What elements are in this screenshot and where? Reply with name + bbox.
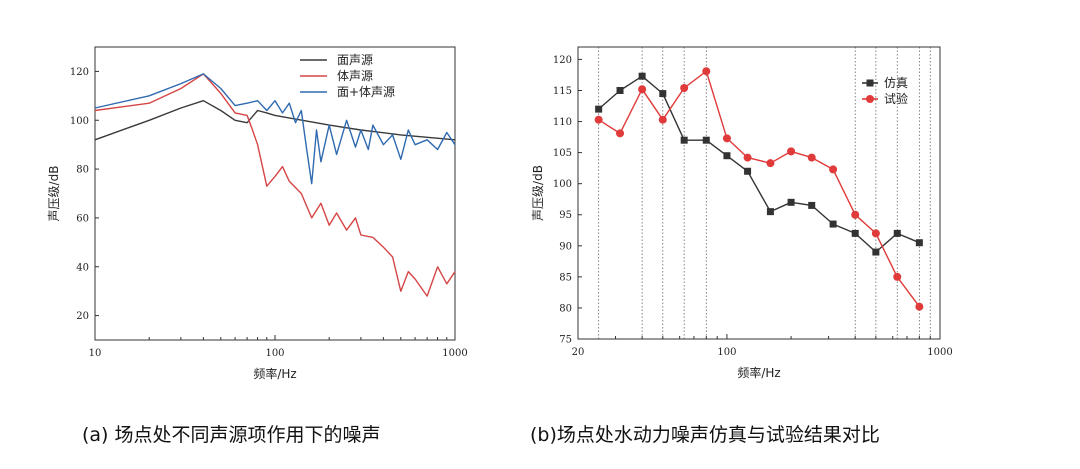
plot-frame bbox=[94, 46, 456, 341]
x-axis-label: 频率/Hz bbox=[253, 366, 296, 381]
data-point-circle bbox=[787, 147, 796, 156]
y-tick-label-6: 105 bbox=[553, 148, 572, 159]
caption-b: (b)场点处水动力噪声仿真与试验结果对比 bbox=[530, 424, 880, 446]
x-tick-label-2: 1000 bbox=[927, 347, 952, 358]
data-point-circle bbox=[829, 165, 838, 174]
plot-frame bbox=[577, 46, 941, 340]
x-tick-label-1: 100 bbox=[265, 348, 284, 359]
data-point-circle bbox=[743, 153, 752, 162]
data-point-circle bbox=[766, 159, 775, 168]
data-point-circle bbox=[722, 134, 731, 143]
legend-marker bbox=[866, 79, 874, 87]
data-point-square bbox=[723, 152, 731, 160]
caption-a: (a) 场点处不同声源项作用下的噪声 bbox=[82, 424, 381, 446]
data-point-circle bbox=[871, 229, 880, 238]
y-tick-label-0: 75 bbox=[559, 335, 572, 346]
y-tick-label-7: 110 bbox=[553, 117, 572, 128]
y-tick-label-1: 40 bbox=[76, 262, 89, 273]
series-line-0 bbox=[598, 75, 920, 253]
x-axis-label: 频率/Hz bbox=[737, 365, 780, 380]
data-point-circle bbox=[807, 153, 816, 162]
series-line-1 bbox=[598, 70, 920, 308]
y-tick-label-4: 100 bbox=[70, 116, 89, 127]
x-tick-label-1: 100 bbox=[717, 347, 736, 358]
legend-label-1: 试验 bbox=[884, 91, 908, 106]
y-tick-label-2: 85 bbox=[559, 272, 572, 283]
legend-label-1: 体声源 bbox=[337, 69, 373, 83]
legend-label-2: 面+体声源 bbox=[337, 85, 395, 99]
data-point-square bbox=[702, 136, 710, 144]
data-point-circle bbox=[594, 115, 603, 124]
data-point-square bbox=[659, 90, 667, 98]
series-line-2 bbox=[94, 73, 456, 185]
data-point-square bbox=[638, 72, 646, 80]
y-tick-label-3: 80 bbox=[76, 165, 89, 176]
legend-label-0: 面声源 bbox=[337, 53, 373, 67]
data-point-square bbox=[851, 229, 859, 237]
y-tick-label-4: 95 bbox=[559, 210, 572, 221]
data-point-circle bbox=[915, 302, 924, 311]
data-point-square bbox=[872, 248, 880, 256]
y-tick-label-9: 120 bbox=[553, 55, 572, 66]
data-point-square bbox=[595, 105, 603, 113]
data-point-square bbox=[893, 229, 901, 237]
legend-marker bbox=[866, 95, 874, 103]
chart-panel-a: 20 40 60 80 100 120 10 100 1000 频率/Hz 声压级/dB 面声源体声源… bbox=[47, 46, 468, 381]
series-line-0 bbox=[94, 99, 456, 141]
data-point-circle bbox=[851, 210, 860, 219]
data-point-square bbox=[829, 220, 837, 228]
y-tick-label-5: 120 bbox=[70, 67, 89, 78]
data-point-square bbox=[808, 201, 816, 209]
y-tick-label-0: 20 bbox=[76, 311, 89, 322]
chart-panel-b: 75 80 85 90 95 100 105 110 115 120 20 100 1000 频率/Hz 声… bbox=[531, 46, 953, 380]
x-tick-label-2: 1000 bbox=[442, 348, 467, 359]
y-tick-label-2: 60 bbox=[76, 213, 89, 224]
data-point-square bbox=[744, 167, 752, 175]
y-tick-label-8: 115 bbox=[553, 86, 572, 97]
x-tick-label-0: 20 bbox=[572, 347, 585, 358]
data-point-circle bbox=[702, 67, 711, 76]
data-point-square bbox=[766, 208, 774, 216]
data-point-circle bbox=[638, 85, 647, 94]
legend-label-0: 仿真 bbox=[884, 76, 908, 90]
data-point-circle bbox=[680, 84, 689, 93]
data-point-circle bbox=[893, 272, 902, 281]
data-point-circle bbox=[616, 129, 625, 138]
y-axis-label: 声压级/dB bbox=[47, 166, 61, 222]
data-point-circle bbox=[658, 115, 667, 124]
y-tick-label-3: 90 bbox=[559, 241, 572, 252]
data-point-square bbox=[787, 198, 795, 206]
data-point-square bbox=[915, 239, 923, 247]
y-tick-label-1: 80 bbox=[559, 303, 572, 314]
series-line-1 bbox=[94, 73, 456, 297]
y-axis-label: 声压级/dB bbox=[531, 165, 545, 221]
x-tick-label-0: 10 bbox=[89, 348, 102, 359]
data-point-square bbox=[616, 86, 624, 94]
y-tick-label-5: 100 bbox=[553, 179, 572, 190]
data-point-square bbox=[680, 136, 688, 144]
